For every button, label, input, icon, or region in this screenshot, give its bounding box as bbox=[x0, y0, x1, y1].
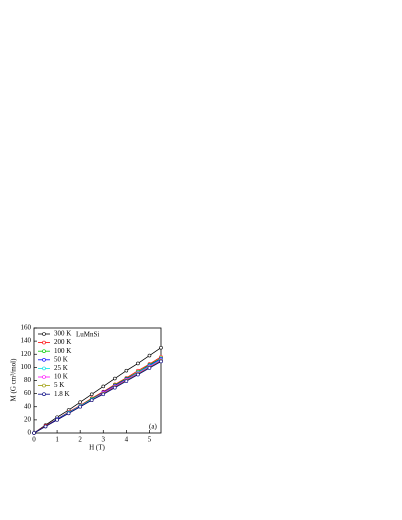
legend-label: 300 K bbox=[54, 330, 71, 338]
y-tick-label: 0 bbox=[28, 429, 32, 437]
x-axis-label: H (T) bbox=[89, 444, 105, 452]
legend-label: 100 K bbox=[54, 347, 71, 355]
y-tick-label: 60 bbox=[24, 389, 32, 397]
legend-label: 50 K bbox=[54, 355, 68, 363]
legend-marker bbox=[42, 332, 46, 336]
annotation: (a) bbox=[149, 423, 157, 431]
marker bbox=[55, 418, 59, 422]
x-tick-label: 1 bbox=[55, 436, 59, 444]
annotation: LuMnSi bbox=[76, 331, 99, 339]
x-tick-label: 3 bbox=[102, 436, 106, 444]
legend-marker bbox=[42, 357, 46, 362]
marker bbox=[66, 411, 71, 416]
marker bbox=[124, 368, 129, 373]
legend-label: 10 K bbox=[54, 373, 68, 381]
marker bbox=[147, 366, 152, 370]
legend-label: 5 K bbox=[54, 381, 64, 389]
marker bbox=[101, 392, 106, 397]
marker bbox=[124, 379, 129, 383]
marker bbox=[113, 385, 117, 390]
y-tick-label: 140 bbox=[21, 337, 32, 345]
y-tick-label: 40 bbox=[24, 402, 32, 410]
legend-label: 25 K bbox=[54, 364, 68, 372]
x-tick-label: 5 bbox=[148, 436, 152, 444]
series-line bbox=[33, 347, 162, 434]
legend-marker bbox=[42, 375, 46, 379]
legend-marker bbox=[42, 366, 46, 371]
marker bbox=[147, 353, 152, 358]
marker bbox=[101, 384, 106, 389]
marker bbox=[159, 345, 163, 350]
y-axis-label: M (G cm³/mol) bbox=[10, 358, 18, 402]
marker bbox=[89, 392, 94, 397]
marker bbox=[89, 398, 94, 402]
marker bbox=[136, 372, 140, 377]
y-tick-label: 160 bbox=[21, 324, 32, 332]
y-tick-label: 20 bbox=[24, 415, 32, 423]
marker bbox=[78, 400, 82, 404]
y-tick-label: 120 bbox=[21, 350, 32, 358]
marker bbox=[113, 376, 117, 381]
marker bbox=[136, 361, 140, 366]
legend-label: 200 K bbox=[54, 338, 71, 346]
x-tick-label: 0 bbox=[32, 436, 36, 444]
marker bbox=[32, 431, 36, 435]
legend-marker bbox=[42, 349, 46, 354]
legend-marker bbox=[42, 392, 46, 397]
y-tick-label: 80 bbox=[24, 376, 32, 384]
series-line bbox=[33, 361, 162, 434]
x-tick-label: 4 bbox=[125, 436, 129, 444]
x-tick-label: 2 bbox=[78, 436, 82, 444]
legend-label: 1.8 K bbox=[54, 390, 70, 398]
marker bbox=[43, 424, 48, 429]
legend-marker bbox=[42, 383, 46, 388]
legend-marker bbox=[42, 340, 46, 345]
marker bbox=[78, 404, 82, 409]
y-tick-label: 100 bbox=[21, 363, 32, 371]
marker bbox=[159, 359, 163, 364]
